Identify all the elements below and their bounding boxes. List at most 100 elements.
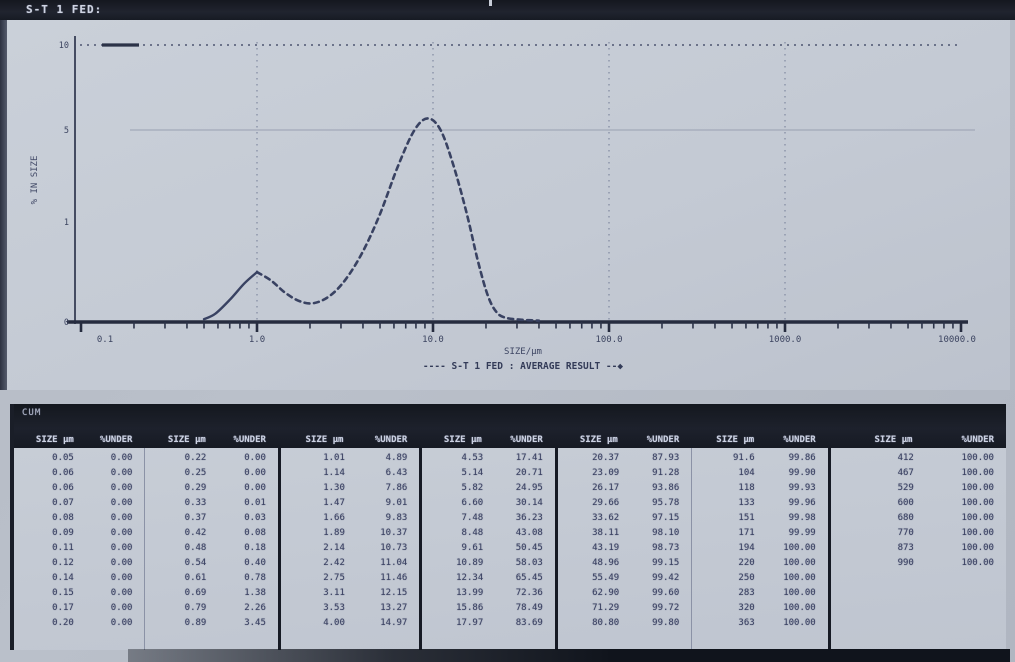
table-group: 412 100.00 467 100.00 529 100.00 600 100.00 680 1… [827, 448, 1006, 650]
table-cell-under: 0.08 [244, 528, 266, 538]
table-cell-size: 0.05 [52, 453, 74, 463]
chart-legend: ---- S-T 1 FED : AVERAGE RESULT --◆ [423, 361, 623, 372]
table-row: 80.80 99.80 [558, 616, 691, 631]
table-cell-under: 0.00 [244, 468, 266, 478]
table-row: 0.69 1.38 [145, 586, 277, 601]
table-row: 133 99.96 [692, 496, 827, 511]
table-cell-under: 100.00 [961, 528, 994, 538]
table-cell-under: 100.00 [961, 468, 994, 478]
table-cell-under: 65.45 [515, 573, 543, 583]
x-tick-label: 1.0 [249, 335, 265, 345]
table-cell-size: 6.60 [461, 498, 484, 508]
table-cell-size: 171 [738, 528, 755, 538]
table-header-under: %UNDER [374, 435, 408, 445]
table-group-header: SIZE µm %UNDER [14, 435, 144, 445]
table-row: 0.12 0.00 [14, 556, 144, 571]
table-cell-size: 0.69 [184, 588, 207, 598]
table-row: 0.14 0.00 [14, 571, 144, 586]
table-cell-under: 100.00 [961, 453, 994, 463]
table-cell-size: 80.80 [592, 618, 620, 628]
table-header-under: %UNDER [99, 435, 133, 445]
results-table: CUM SIZE µm %UNDER SIZE µm %UNDER SIZE µm %UN… [10, 404, 1006, 650]
table-cell-size: 29.66 [592, 498, 620, 508]
table-group: 91.6 99.86 104 99.90 118 99.93 133 99.96 151 99.9… [691, 448, 827, 650]
table-cell-size: 7.48 [461, 513, 484, 523]
table-cell-size: 118 [738, 483, 755, 493]
table-row: 0.20 0.00 [14, 616, 144, 631]
table-cell-under: 9.83 [385, 513, 408, 523]
table-cell-under: 13.27 [380, 603, 408, 613]
table-cell-under: 20.71 [515, 468, 543, 478]
table-row: 0.08 0.00 [14, 511, 144, 526]
table-cell-under: 0.00 [110, 528, 133, 538]
x-tick-label: 10000.0 [938, 335, 976, 345]
table-header-under: %UNDER [233, 435, 266, 445]
table-header-row: SIZE µm %UNDER SIZE µm %UNDER SIZE µm %UNDER S… [14, 435, 1006, 445]
table-row: 71.29 99.72 [558, 601, 691, 616]
table-cell-size: 2.42 [323, 558, 345, 568]
table-row: 320 100.00 [692, 601, 827, 616]
table-cell-under: 99.98 [788, 513, 816, 523]
table-row: 0.29 0.00 [145, 481, 277, 496]
table-row: 171 99.99 [692, 526, 827, 541]
table-cell-size: 220 [738, 558, 755, 568]
table-cell-size: 0.61 [184, 573, 207, 583]
table-cell-size: 48.96 [592, 558, 620, 568]
table-row: 529 100.00 [831, 481, 1006, 496]
table-cell-under: 100.00 [961, 513, 994, 523]
table-cell-size: 467 [897, 468, 914, 478]
table-cell-size: 8.48 [461, 528, 484, 538]
table-cell-under: 100.00 [961, 498, 994, 508]
table-cell-under: 36.23 [515, 513, 543, 523]
table-cell-size: 0.20 [52, 618, 74, 628]
distribution-curve-dashed [255, 117, 541, 322]
table-row: 283 100.00 [692, 586, 827, 601]
table-cell-size: 412 [897, 453, 914, 463]
table-cell-under: 0.18 [244, 543, 266, 553]
table-cell-under: 14.97 [380, 618, 408, 628]
table-row: 0.48 0.18 [145, 541, 277, 556]
table-cell-under: 93.86 [652, 483, 680, 493]
table-cell-under: 24.95 [515, 483, 543, 493]
table-row: 1.47 9.01 [281, 496, 419, 511]
table-cell-under: 11.04 [380, 558, 408, 568]
table-header-bar: CUM SIZE µm %UNDER SIZE µm %UNDER SIZE µm %UN… [14, 404, 1006, 448]
table-cell-size: 320 [738, 603, 755, 613]
table-cell-size: 0.06 [52, 483, 74, 493]
table-cell-size: 38.11 [592, 528, 620, 538]
table-title: CUM [22, 408, 42, 418]
table-cell-size: 0.07 [52, 498, 74, 508]
table-cell-size: 0.15 [52, 588, 74, 598]
y-tick-label: 1 [64, 218, 69, 228]
table-cell-under: 100.00 [783, 573, 816, 583]
table-header-size: SIZE µm [579, 435, 618, 445]
table-cell-size: 0.89 [184, 618, 207, 628]
table-cell-under: 95.78 [652, 498, 680, 508]
y-tick-label: 0 [64, 318, 69, 328]
table-cell-size: 1.01 [323, 453, 345, 463]
table-cell-size: 770 [897, 528, 914, 538]
table-row: 43.19 98.73 [558, 541, 691, 556]
table-cell-under: 0.00 [110, 588, 133, 598]
table-cell-size: 23.09 [592, 468, 620, 478]
table-row: 0.33 0.01 [145, 496, 277, 511]
table-cell-under: 100.00 [961, 543, 994, 553]
title-bar: S-T 1 FED: [0, 0, 1015, 20]
y-tick-label: 10 [59, 41, 69, 51]
table-row: 0.11 0.00 [14, 541, 144, 556]
table-cell-size: 20.37 [592, 453, 620, 463]
table-cell-size: 1.14 [323, 468, 345, 478]
table-cell-under: 30.14 [515, 498, 543, 508]
table-group-header: SIZE µm %UNDER [144, 435, 277, 445]
table-cell-under: 50.45 [515, 543, 543, 553]
table-row: 0.06 0.00 [14, 481, 144, 496]
table-cell-size: 0.42 [184, 528, 207, 538]
table-cell-under: 83.69 [515, 618, 543, 628]
table-row: 1.14 6.43 [281, 466, 419, 481]
table-row: 0.42 0.08 [145, 526, 277, 541]
table-cell-size: 13.99 [456, 588, 484, 598]
table-cell-under: 10.37 [380, 528, 408, 538]
table-row: 680 100.00 [831, 511, 1006, 526]
table-header-size: SIZE µm [167, 435, 206, 445]
